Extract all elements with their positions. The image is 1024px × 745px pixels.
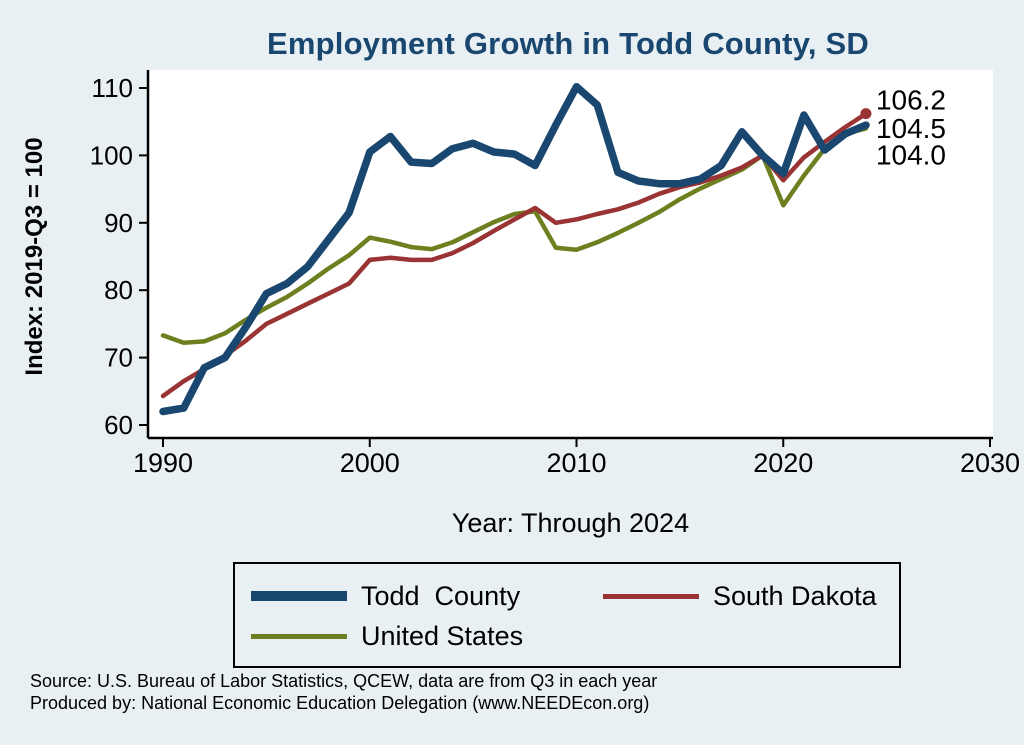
chart-svg: 60 70 80 90 100 110 1990 2000 2010 2020 2030 Index:… xyxy=(21,70,1020,478)
y-tick-label: 70 xyxy=(104,343,133,373)
legend-swatch-south-dakota-icon xyxy=(603,593,699,599)
legend-row: Todd County South Dakota xyxy=(251,576,899,616)
chart-title: Employment Growth in Todd County, SD xyxy=(267,26,869,61)
x-tick-label: 2030 xyxy=(960,448,1020,478)
legend-swatch-united-states-icon xyxy=(251,633,347,639)
y-tick-label: 90 xyxy=(104,208,133,238)
legend-swatch-todd-county-icon xyxy=(251,591,347,601)
source-note: Source: U.S. Bureau of Labor Statistics,… xyxy=(30,671,658,691)
x-tick-label: 2020 xyxy=(753,448,813,478)
y-tick-label: 100 xyxy=(90,140,133,170)
y-tick-label: 110 xyxy=(92,73,133,103)
legend-label-todd-county: Todd County xyxy=(361,580,521,611)
legend-item-united-states: United States xyxy=(251,621,603,652)
series-line-todd-county xyxy=(159,82,870,416)
series-end-dot xyxy=(860,108,872,120)
legend-item-south-dakota: South Dakota xyxy=(603,581,877,612)
x-tick-label: 2000 xyxy=(340,448,400,478)
y-tick-label: 80 xyxy=(104,275,133,305)
legend-row: United States xyxy=(251,616,899,656)
produced-by-note: Produced by: National Economic Education… xyxy=(30,693,650,713)
legend-label-united-states: United States xyxy=(361,620,524,651)
end-value-label-united-states: 104.0 xyxy=(876,139,946,170)
end-value-label-todd-county: 104.5 xyxy=(876,113,946,144)
series-line-south-dakota xyxy=(160,111,869,399)
y-axis-title: Index: 2019-Q3 = 100 xyxy=(21,137,48,375)
x-axis-title: Year: Through 2024 xyxy=(451,508,690,538)
x-tick-label: 2010 xyxy=(546,448,606,478)
legend: Todd County South Dakota United States xyxy=(233,562,901,668)
legend-item-todd-county: Todd County xyxy=(251,581,603,612)
y-tick-label: 60 xyxy=(104,410,133,440)
legend-label-south-dakota: South Dakota xyxy=(713,580,877,611)
x-tick-label: 1990 xyxy=(133,448,193,478)
end-value-label-south-dakota: 106.2 xyxy=(876,85,946,116)
